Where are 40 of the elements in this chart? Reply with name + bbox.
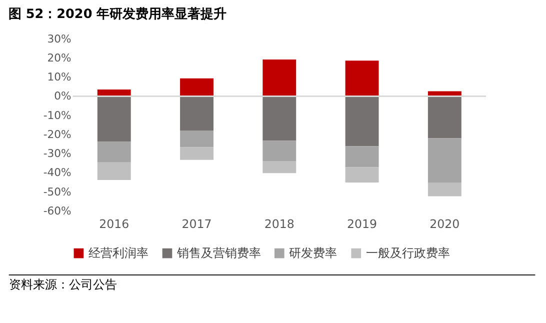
bar bbox=[345, 146, 379, 168]
chart-title: 图 52：2020 年研发费用率显著提升 bbox=[8, 6, 227, 22]
bar bbox=[345, 96, 379, 146]
y-tick-label: 0% bbox=[54, 90, 72, 103]
legend-label: 一般及行政费率 bbox=[366, 246, 450, 260]
bar bbox=[345, 167, 379, 182]
bar bbox=[262, 161, 296, 174]
text: 资料来源：公司公告 bbox=[8, 278, 117, 292]
bar bbox=[180, 147, 214, 160]
bar bbox=[180, 78, 214, 96]
bar bbox=[428, 96, 462, 138]
bar bbox=[97, 90, 131, 96]
y-tick-label: 20% bbox=[47, 51, 72, 64]
y-tick-label: -30% bbox=[43, 147, 72, 160]
bar bbox=[97, 142, 131, 162]
x-tick-label: 2016 bbox=[99, 217, 130, 232]
bar bbox=[262, 140, 296, 162]
y-tick-label: -50% bbox=[43, 185, 72, 198]
bar bbox=[345, 60, 379, 96]
bar bbox=[262, 59, 296, 96]
legend-label: 研发费率 bbox=[289, 246, 338, 260]
y-tick-label: -60% bbox=[43, 204, 72, 218]
x-tick-label: 2019 bbox=[347, 217, 378, 232]
bar bbox=[97, 162, 131, 180]
bar bbox=[428, 138, 462, 182]
bar bbox=[180, 96, 214, 130]
bar bbox=[262, 96, 296, 141]
y-tick-label: -10% bbox=[43, 108, 72, 122]
legend-label: 经营利润率 bbox=[88, 246, 149, 260]
x-tick-label: 2018 bbox=[264, 217, 294, 232]
y-tick-label: 10% bbox=[47, 70, 72, 84]
y-tick-label: -20% bbox=[43, 128, 72, 141]
x-tick-label: 2017 bbox=[182, 217, 212, 232]
x-tick-label: 2020 bbox=[430, 217, 460, 232]
bar bbox=[428, 182, 462, 196]
bar bbox=[97, 96, 131, 142]
y-tick-label: 30% bbox=[47, 32, 72, 46]
y-tick-label: -40% bbox=[43, 166, 72, 180]
bar bbox=[180, 130, 214, 148]
legend-label: 销售及营销费率 bbox=[176, 246, 262, 260]
